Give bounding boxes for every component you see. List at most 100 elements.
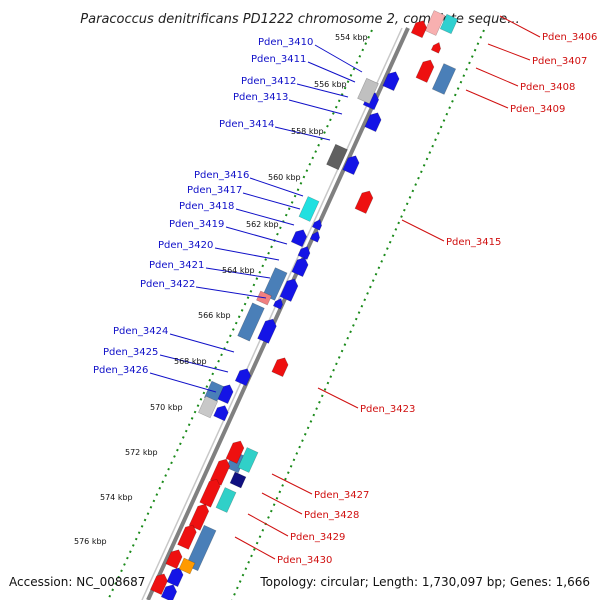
gene-feature — [430, 42, 441, 54]
gene-label: Pden_3429 — [290, 532, 345, 543]
gene-feature — [197, 395, 219, 419]
tick-tracks — [107, 29, 485, 600]
gene-feature — [188, 503, 210, 531]
leader-line — [475, 67, 519, 87]
gene-feature — [415, 59, 435, 83]
gene-label: Pden_3430 — [277, 555, 332, 566]
map-title: Paracoccus denitrificans PD1222 chromoso… — [80, 12, 519, 27]
gene-label: Pden_3416 — [194, 170, 249, 181]
gene-feature — [237, 302, 265, 342]
leader-line — [288, 99, 343, 115]
kbp-ticks: 554 kbp 556 kbp 558 kbp 560 kbp 562 kbp … — [74, 33, 368, 546]
gene-label: Pden_3422 — [140, 279, 195, 290]
gene-label: Pden_3418 — [179, 201, 234, 212]
gene-label: Pden_3408 — [520, 82, 575, 93]
gene-feature — [342, 155, 360, 176]
leader-line — [314, 44, 363, 73]
gene-label: Pden_3420 — [158, 240, 213, 251]
kbp-tick-label: 562 kbp — [246, 220, 279, 229]
kbp-tick-label: 560 kbp — [268, 173, 301, 182]
kbp-tick-label: 566 kbp — [198, 311, 231, 320]
gene-feature — [178, 557, 196, 575]
gene-feature — [364, 112, 382, 133]
gene-label: Pden_3413 — [233, 92, 288, 103]
gene-feature — [298, 196, 320, 222]
gene-feature — [229, 471, 247, 489]
kbp-tick-label: 574 kbp — [100, 493, 133, 502]
gene-feature — [234, 368, 252, 387]
gene-feature — [290, 229, 308, 248]
gene-feature — [225, 440, 245, 464]
leader-line — [296, 83, 349, 98]
leader-line — [159, 354, 229, 373]
gene-feature — [271, 357, 289, 378]
gene-label: Pden_3411 — [251, 54, 306, 65]
gene-label: Pden_3424 — [113, 326, 168, 337]
leader-line — [234, 536, 276, 560]
gene-feature — [311, 219, 322, 231]
gene-label: Pden_3412 — [241, 76, 296, 87]
gene-feature — [166, 567, 184, 588]
leader-line — [242, 192, 301, 210]
gene-feature — [257, 318, 277, 344]
gene-feature — [215, 487, 237, 513]
gene-label: Pden_3428 — [304, 510, 359, 521]
kbp-tick-label: 576 kbp — [74, 537, 107, 546]
accession-text: Accession: NC_008687 — [9, 575, 145, 589]
gene-label: Pden_3423 — [360, 404, 415, 415]
leader-line — [307, 61, 356, 83]
left-gene-labels: Pden_3410 Pden_3411 Pden_3412 Pden_3413 … — [93, 37, 313, 376]
leader-line — [274, 126, 331, 141]
kbp-tick-label: 564 kbp — [222, 266, 255, 275]
leader-line — [271, 473, 313, 495]
gene-feature — [431, 63, 457, 95]
gene-label: Pden_3407 — [532, 56, 587, 67]
leader-line — [214, 247, 280, 261]
leader-line — [195, 286, 267, 299]
gene-label: Pden_3427 — [314, 490, 369, 501]
gene-feature — [326, 143, 348, 171]
gene-label: Pden_3414 — [219, 119, 274, 130]
gene-label: Pden_3410 — [258, 37, 313, 48]
gene-label: Pden_3426 — [93, 365, 148, 376]
leader-line — [261, 492, 303, 515]
gene-feature — [177, 524, 197, 550]
topology-text: Topology: circular; Length: 1,730,097 bp… — [259, 575, 590, 589]
gene-label: Pden_3406 — [542, 32, 597, 43]
kbp-tick-label: 558 kbp — [291, 127, 324, 136]
gene-feature — [291, 257, 309, 278]
leader-line — [235, 208, 295, 226]
leader-line — [169, 333, 235, 353]
label-leaders — [149, 15, 541, 560]
leader-line — [465, 89, 509, 109]
kbp-tick-label: 556 kbp — [314, 80, 347, 89]
leader-line — [401, 219, 445, 242]
gene-feature — [439, 13, 459, 35]
gene-feature — [309, 231, 320, 243]
gene-feature — [150, 573, 168, 595]
gene-feature — [272, 298, 283, 310]
gene-feature — [213, 405, 229, 422]
gene-feature — [203, 380, 225, 404]
gene-feature — [357, 77, 379, 105]
gene-label: Pden_3425 — [103, 347, 158, 358]
gene-label: Pden_3419 — [169, 219, 224, 230]
gene-feature — [410, 20, 428, 39]
gene-feature — [279, 278, 299, 302]
gene-feature — [354, 190, 374, 214]
gene-feature — [382, 71, 400, 92]
kbp-tick-label: 570 kbp — [150, 403, 183, 412]
leader-line — [225, 226, 288, 245]
leader-line — [205, 267, 271, 279]
leader-line — [249, 177, 304, 197]
gene-label: Pden_3421 — [149, 260, 204, 271]
gene-label: Pden_3417 — [187, 185, 242, 196]
gene-feature — [165, 549, 183, 570]
leader-line — [499, 15, 541, 38]
gene-feature — [160, 584, 178, 600]
gene-feature — [237, 447, 259, 473]
chromosome-backbone — [141, 27, 410, 600]
gene-features — [150, 10, 459, 600]
